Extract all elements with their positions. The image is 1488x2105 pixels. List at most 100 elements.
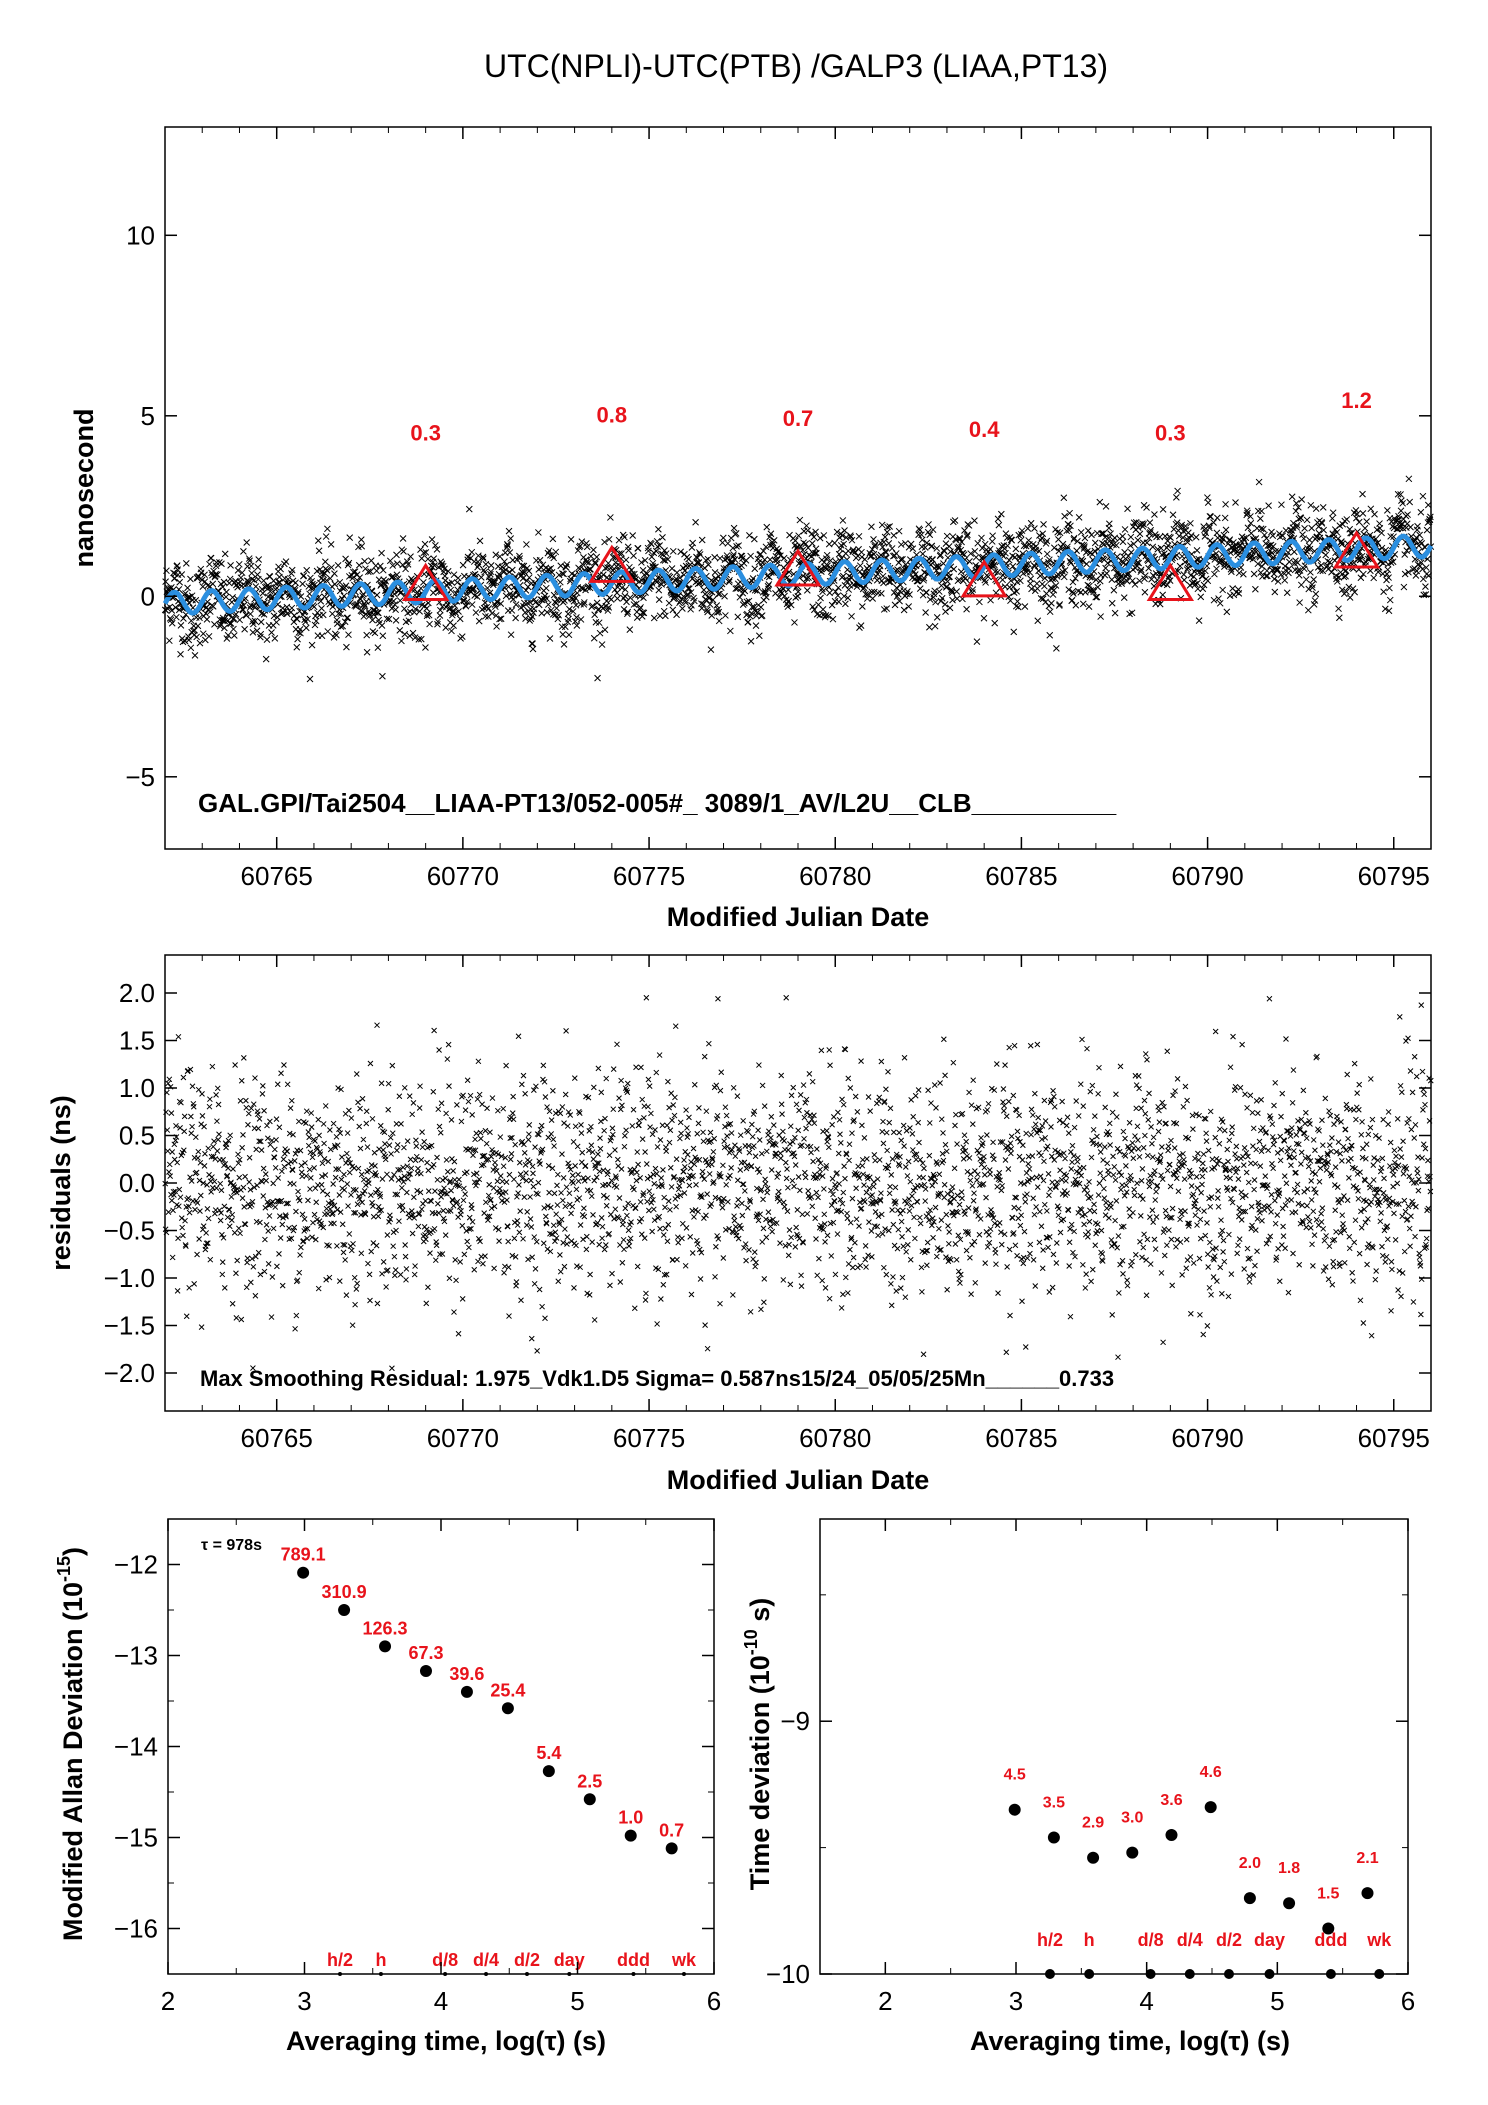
scatter-point bbox=[442, 1175, 449, 1182]
scatter-point bbox=[382, 1140, 388, 1147]
scatter-point bbox=[783, 994, 790, 1001]
scatter-point bbox=[1404, 511, 1411, 519]
scatter-point bbox=[410, 1099, 417, 1106]
scatter-point bbox=[1153, 533, 1160, 541]
scatter-point bbox=[374, 1022, 380, 1029]
scatter-point bbox=[907, 540, 915, 548]
scatter-point bbox=[215, 1101, 222, 1108]
scatter-point bbox=[369, 616, 376, 624]
scatter-point bbox=[185, 636, 193, 644]
scatter-point bbox=[277, 1235, 284, 1241]
scatter-point bbox=[565, 631, 573, 639]
scatter-point bbox=[273, 1116, 280, 1122]
scatter-point bbox=[598, 1089, 605, 1096]
scatter-point bbox=[504, 542, 512, 549]
scatter-point bbox=[359, 1095, 366, 1102]
figure-title: UTC(NPLI)-UTC(PTB) /GALP3 (LIAA,PT13) bbox=[484, 48, 1108, 84]
scatter-point bbox=[549, 535, 557, 543]
scatter-point bbox=[363, 648, 371, 656]
scatter-point bbox=[625, 1227, 632, 1234]
scatter-point bbox=[653, 1069, 660, 1076]
scatter-point bbox=[871, 1152, 878, 1158]
scatter-point bbox=[616, 1095, 622, 1102]
scatter-point bbox=[803, 586, 811, 594]
scatter-point bbox=[966, 557, 973, 565]
scatter-point bbox=[892, 550, 900, 557]
scatter-point bbox=[777, 1150, 784, 1157]
scatter-point bbox=[677, 1119, 684, 1126]
scatter-point bbox=[653, 1170, 660, 1177]
scatter-point bbox=[253, 1146, 260, 1153]
scatter-point bbox=[865, 1094, 872, 1100]
scatter-point bbox=[221, 1203, 228, 1210]
scatter-point bbox=[559, 570, 566, 577]
scatter-point bbox=[788, 1092, 795, 1099]
scatter-point bbox=[303, 1120, 309, 1126]
scatter-point bbox=[684, 1151, 691, 1158]
scatter-point bbox=[500, 1163, 507, 1170]
scatter-point bbox=[586, 1127, 593, 1134]
scatter-point bbox=[566, 1190, 573, 1197]
scatter-point bbox=[570, 1138, 577, 1145]
scatter-point bbox=[835, 1150, 842, 1157]
scatter-point bbox=[175, 1235, 181, 1242]
scatter-point bbox=[1111, 609, 1119, 617]
scatter-point bbox=[363, 1120, 370, 1127]
scatter-point bbox=[780, 1277, 787, 1283]
scatter-point bbox=[465, 1098, 472, 1105]
scatter-point bbox=[203, 616, 211, 623]
scatter-point bbox=[681, 1163, 688, 1170]
scatter-point bbox=[242, 612, 250, 619]
scatter-point bbox=[242, 1173, 248, 1180]
scatter-point bbox=[526, 599, 534, 606]
scatter-point bbox=[621, 592, 629, 600]
scatter-point bbox=[595, 619, 603, 627]
scatter-point bbox=[367, 1192, 374, 1198]
scatter-point bbox=[538, 596, 546, 604]
scatter-point bbox=[1012, 545, 1020, 553]
scatter-point bbox=[689, 539, 697, 547]
scatter-point bbox=[791, 619, 798, 626]
scatter-point bbox=[1312, 505, 1320, 512]
scatter-point bbox=[377, 1122, 384, 1129]
scatter-point bbox=[909, 1193, 915, 1199]
scatter-point bbox=[1120, 594, 1128, 601]
scatter-point bbox=[554, 1171, 561, 1178]
scatter-point bbox=[523, 1222, 530, 1228]
scatter-point bbox=[556, 578, 564, 586]
scatter-point bbox=[1235, 569, 1243, 577]
scatter-point bbox=[1328, 568, 1335, 576]
scatter-point bbox=[516, 555, 524, 562]
scatter-point bbox=[554, 1202, 561, 1208]
scatter-point bbox=[591, 558, 599, 566]
scatter-point bbox=[660, 607, 668, 615]
scatter-point bbox=[659, 534, 666, 541]
scatter-point bbox=[1043, 550, 1051, 558]
scatter-point bbox=[295, 1118, 302, 1125]
scatter-point bbox=[1314, 564, 1322, 571]
scatter-point bbox=[363, 1182, 369, 1188]
scatter-point bbox=[624, 608, 632, 616]
scatter-point bbox=[393, 571, 401, 579]
scatter-point bbox=[657, 1225, 663, 1232]
scatter-point bbox=[1292, 507, 1300, 515]
scatter-point bbox=[601, 626, 609, 634]
scatter-point bbox=[543, 595, 551, 602]
scatter-point bbox=[323, 577, 330, 584]
scatter-point bbox=[935, 588, 943, 595]
scatter-point bbox=[1027, 575, 1035, 583]
scatter-point bbox=[711, 553, 718, 561]
scatter-point bbox=[339, 1154, 345, 1160]
scatter-point bbox=[506, 1313, 512, 1319]
scatter-point bbox=[411, 1271, 418, 1278]
scatter-point bbox=[221, 550, 229, 558]
scatter-point bbox=[511, 1235, 518, 1242]
scatter-point bbox=[353, 1071, 360, 1077]
scatter-point bbox=[816, 1255, 822, 1262]
scatter-point bbox=[590, 1212, 596, 1218]
scatter-point bbox=[275, 579, 283, 586]
scatter-point bbox=[213, 571, 221, 578]
scatter-point bbox=[494, 1107, 501, 1114]
scatter-point bbox=[988, 538, 996, 545]
scatter-point bbox=[1075, 514, 1083, 521]
